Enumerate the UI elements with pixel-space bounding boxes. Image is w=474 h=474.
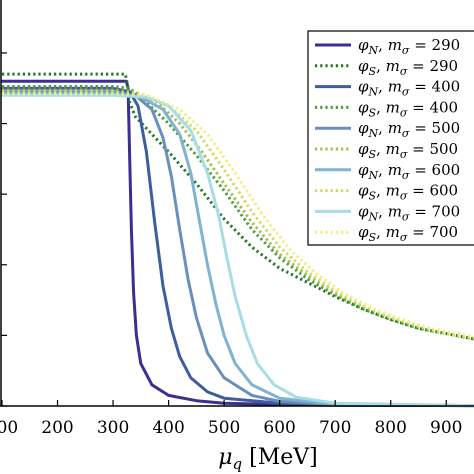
series-line-8 [0, 93, 474, 408]
series-line-1 [2, 72, 474, 341]
x-tick-label-100: 100 [0, 418, 18, 438]
series-line-9 [2, 92, 474, 339]
legend-label-9: φS, mσ = 700 [358, 223, 458, 244]
series-line-0 [0, 79, 474, 408]
x-tick-label-500: 500 [208, 418, 240, 438]
legend-label-4: φN, mσ = 500 [358, 119, 460, 140]
x-tick-label-900: 900 [430, 418, 462, 438]
x-tick-label-400: 400 [152, 418, 184, 438]
x-tick-label-300: 300 [97, 418, 129, 438]
legend-label-0: φN, mσ = 290 [358, 36, 460, 57]
legend-label-6: φN, mσ = 600 [358, 161, 460, 182]
series-line-3 [2, 85, 474, 341]
x-tick-label-200: 200 [41, 418, 73, 438]
x-axis-title: μq [MeV] [218, 445, 318, 473]
series-line-4 [0, 90, 474, 408]
x-tick-label-700: 700 [319, 418, 351, 438]
series-line-6 [0, 92, 474, 408]
legend-label-5: φS, mσ = 500 [358, 140, 458, 161]
legend-label-8: φN, mσ = 700 [358, 202, 460, 223]
series-lines [0, 72, 474, 408]
legend-box [307, 30, 474, 246]
x-tick-label-600: 600 [263, 418, 295, 438]
x-tick-label-800: 800 [374, 418, 406, 438]
legend-label-7: φS, mσ = 600 [358, 182, 458, 203]
legend-label-2: φN, mσ = 400 [358, 78, 460, 99]
legend-label-3: φS, mσ = 400 [358, 98, 458, 119]
legend-label-1: φS, mσ = 290 [358, 57, 458, 78]
series-line-7 [2, 90, 474, 340]
